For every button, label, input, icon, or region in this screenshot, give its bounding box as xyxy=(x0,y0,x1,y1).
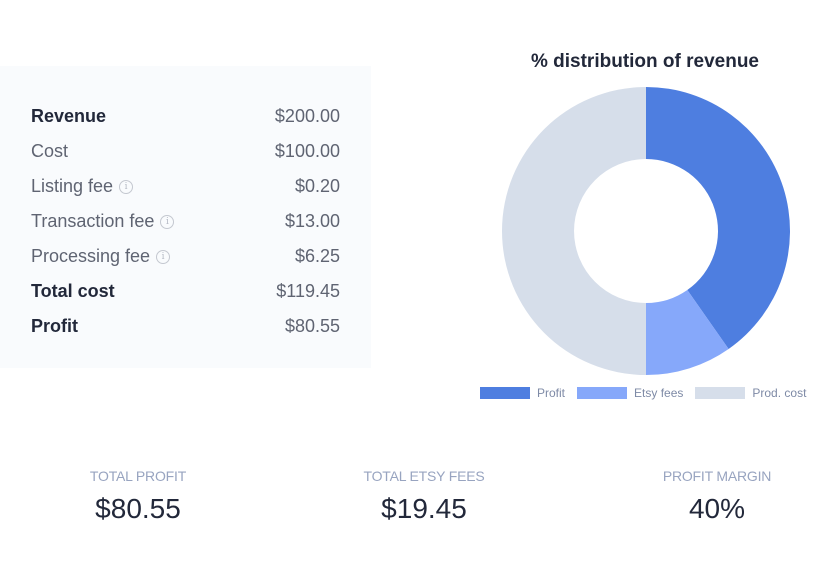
row-value: $80.55 xyxy=(284,316,340,336)
summary-stats: TOTAL PROFIT $80.55 TOTAL ETSY FEES $19.… xyxy=(0,468,833,538)
stat-total-etsy-fees: TOTAL ETSY FEES $19.45 xyxy=(324,468,524,525)
info-circle-icon[interactable]: i xyxy=(119,179,134,194)
donut-slice-profit[interactable] xyxy=(646,87,790,349)
row-profit: Profit $80.55 xyxy=(31,309,340,344)
row-value: $0.20 xyxy=(294,176,340,196)
legend-label: Prod. cost xyxy=(752,386,807,400)
legend-item[interactable]: Etsy fees xyxy=(577,386,683,400)
legend-swatch xyxy=(577,387,628,399)
row-value: $6.25 xyxy=(294,246,340,266)
row-label-wrap: Processing fee i xyxy=(31,246,171,267)
stat-value: $80.55 xyxy=(95,493,181,524)
row-total-cost: Total cost $119.45 xyxy=(31,274,340,309)
chart-legend: Profit Etsy fees Prod. cost xyxy=(480,386,818,400)
row-label-wrap: Transaction fee i xyxy=(31,211,175,232)
info-circle-icon[interactable]: i xyxy=(160,214,175,229)
row-label: Profit xyxy=(31,316,78,336)
donut-slice-prod-cost[interactable] xyxy=(502,87,646,375)
legend-label: Etsy fees xyxy=(634,386,684,400)
stat-value: $19.45 xyxy=(381,493,467,524)
stat-label: TOTAL ETSY FEES xyxy=(363,468,485,484)
row-value: $13.00 xyxy=(284,211,340,231)
row-label: Total cost xyxy=(31,281,115,301)
legend-item[interactable]: Prod. cost xyxy=(695,386,806,400)
row-label: Listing fee xyxy=(31,176,114,196)
legend-label: Profit xyxy=(537,386,566,400)
row-processing-fee: Processing fee i $6.25 xyxy=(31,239,340,274)
cost-breakdown-panel: Revenue $200.00 Cost $100.00 Listing fee… xyxy=(0,66,371,368)
stat-value: 40% xyxy=(688,493,746,524)
row-revenue: Revenue $200.00 xyxy=(31,99,340,134)
row-label-wrap: Listing fee i xyxy=(31,176,134,197)
row-value: $119.45 xyxy=(276,281,340,301)
chart-title: % distribution of revenue xyxy=(530,51,760,72)
row-value: $100.00 xyxy=(274,141,340,161)
legend-item[interactable]: Profit xyxy=(480,386,565,400)
legend-swatch xyxy=(695,387,746,399)
row-label: Transaction fee xyxy=(31,211,155,231)
stat-profit-margin: PROFIT MARGIN 40% xyxy=(617,468,817,525)
revenue-distribution-chart: % distribution of revenue Profit Etsy fee… xyxy=(470,40,830,420)
row-listing-fee: Listing fee i $0.20 xyxy=(31,169,340,204)
legend-swatch xyxy=(480,387,530,399)
row-transaction-fee: Transaction fee i $13.00 xyxy=(31,204,340,239)
row-cost: Cost $100.00 xyxy=(31,134,340,169)
stat-total-profit: TOTAL PROFIT $80.55 xyxy=(38,468,238,525)
stat-label: TOTAL PROFIT xyxy=(89,468,187,484)
row-value: $200.00 xyxy=(274,106,340,126)
donut-chart[interactable] xyxy=(501,86,791,376)
row-label: Cost xyxy=(31,141,69,161)
donut-slice-etsy-fees[interactable] xyxy=(646,289,729,375)
row-label: Revenue xyxy=(31,106,107,126)
info-circle-icon[interactable]: i xyxy=(156,249,171,264)
row-label: Processing fee xyxy=(31,246,151,266)
stat-label: PROFIT MARGIN xyxy=(662,468,772,484)
